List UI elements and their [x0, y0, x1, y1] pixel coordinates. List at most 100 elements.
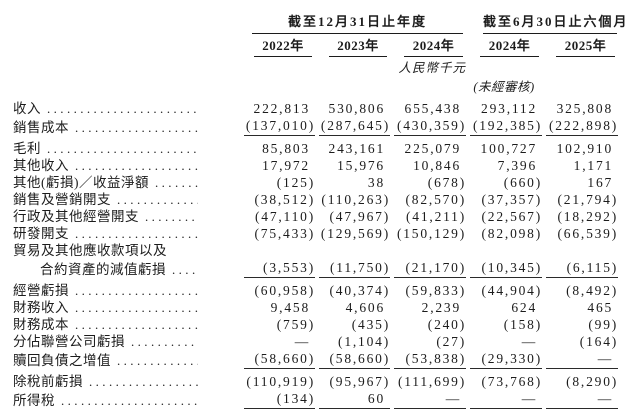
value-cell: — — [542, 390, 619, 409]
value: — — [470, 390, 543, 409]
currency-unit-note: 人民幣千元 — [398, 61, 467, 75]
value: (41,211) — [406, 209, 467, 224]
row-label-cell: 收入......................................… — [0, 95, 240, 117]
row-label-cell: 貿易及其他應收款項以及 — [0, 242, 240, 259]
row-label: 其他收入 — [13, 158, 69, 173]
value-cell: (21,170) — [390, 259, 467, 278]
value-cell: (110,263) — [315, 191, 390, 208]
value-cell: 222,813 — [240, 95, 315, 117]
year-header-2022: 2022年 — [254, 34, 312, 57]
value: 85,803 — [262, 141, 310, 156]
value: (40,374) — [329, 283, 390, 298]
row-label: 其他(虧損)／收益淨額 — [13, 175, 149, 190]
value-cell: 85,803 — [240, 136, 315, 157]
dot-leader: ........................................… — [155, 175, 198, 190]
unit-note-row: 人民幣千元 — [0, 57, 618, 76]
value-cell: (134) — [240, 390, 315, 409]
value-cell: 9,458 — [240, 299, 315, 316]
value: 243,161 — [328, 141, 385, 156]
value: (21,170) — [394, 259, 467, 278]
dot-leader: ........................................… — [145, 209, 198, 224]
dot-leader: ........................................… — [131, 334, 198, 349]
value — [319, 242, 390, 259]
row-label: 合約資產的減值虧損 — [40, 262, 166, 277]
value: (82,570) — [405, 192, 467, 207]
value: (678) — [427, 175, 467, 190]
value-cell: 655,438 — [390, 95, 466, 117]
row-label: 收入 — [13, 101, 41, 116]
value: (18,292) — [557, 209, 619, 224]
value: (21,794) — [557, 192, 619, 207]
value-cell: (58,660) — [240, 350, 315, 369]
value-cell: (10,345) — [466, 259, 543, 278]
value: (150,129) — [396, 226, 467, 241]
value: (134) — [244, 390, 315, 409]
value-cell: 243,161 — [315, 136, 390, 157]
value: 325,808 — [556, 101, 614, 116]
row-label-cell: 除稅前虧損...................................… — [0, 369, 240, 390]
row-label: 分佔聯營公司虧損 — [13, 334, 125, 349]
header-spacer — [390, 76, 466, 95]
value: (110,919) — [246, 374, 315, 389]
row-label: 毛利 — [13, 141, 41, 156]
value: 10,846 — [413, 158, 462, 173]
year-header-cell: 2025年 — [542, 34, 618, 57]
table-row: 財務收入....................................… — [0, 299, 618, 316]
value-cell: — — [466, 390, 543, 409]
table-row: 除稅前虧損...................................… — [0, 369, 618, 390]
row-label: 行政及其他經營開支 — [13, 209, 139, 224]
value-cell: (3,553) — [240, 259, 315, 278]
value: (430,359) — [394, 117, 467, 136]
header-spacer — [542, 57, 618, 76]
period-header-interim-cell: 截至6月30日止六個月 — [466, 15, 627, 34]
row-label-cell: 研發開支....................................… — [0, 225, 240, 242]
dot-leader: ........................................… — [117, 192, 198, 207]
value: (11,750) — [319, 259, 390, 278]
year-header-row: 2022年 2023年 2024年 2024年 2025年 — [0, 34, 618, 57]
unaudited-note-row: (未經審核) — [0, 76, 618, 95]
value-cell: (8,290) — [542, 369, 618, 390]
row-label-cell: 經營虧損....................................… — [0, 278, 240, 299]
value-cell: 4,606 — [315, 299, 390, 316]
value: 655,438 — [404, 101, 462, 116]
value-cell: 10,846 — [390, 157, 466, 174]
dot-leader: ........................................… — [75, 120, 198, 135]
value: 102,910 — [556, 141, 614, 156]
row-label: 所得稅 — [13, 393, 55, 408]
value: (8,492) — [566, 283, 619, 298]
value — [244, 242, 315, 259]
table-row: 經營虧損....................................… — [0, 278, 618, 299]
value-cell — [390, 242, 466, 259]
value-cell: (53,838) — [390, 350, 467, 369]
row-label-cell: 其他收入....................................… — [0, 157, 240, 174]
value-cell: 15,976 — [315, 157, 390, 174]
dot-leader: ........................................… — [47, 101, 198, 116]
value: 293,112 — [481, 101, 538, 116]
year-header-cell: 2024年 — [466, 34, 542, 57]
value-cell: (27) — [390, 333, 466, 350]
value: (164) — [579, 334, 619, 349]
value: (59,833) — [405, 283, 467, 298]
value: (222,898) — [546, 117, 619, 136]
value-cell: 60 — [315, 390, 390, 409]
row-label: 贖回負債之增值 — [13, 353, 111, 368]
table-row: 贖回負債之增值.................................… — [0, 350, 619, 369]
table-row: 財務成本....................................… — [0, 316, 618, 333]
value-cell: (111,699) — [390, 369, 466, 390]
value: (8,290) — [566, 374, 619, 389]
value-cell: (95,967) — [315, 369, 390, 390]
value: 100,727 — [480, 141, 538, 156]
value: 7,396 — [497, 158, 538, 173]
dot-leader: ........................................… — [89, 374, 198, 389]
value-cell: (759) — [240, 316, 315, 333]
value: (75,433) — [254, 226, 315, 241]
header-spacer — [542, 76, 618, 95]
value-cell: 2,239 — [390, 299, 466, 316]
value: (47,110) — [254, 209, 315, 224]
value-cell: (40,374) — [315, 278, 390, 299]
value: 225,079 — [404, 141, 462, 156]
dot-leader: ........................................… — [75, 300, 198, 315]
header-spacer — [0, 76, 240, 95]
value: (1,104) — [338, 334, 390, 349]
